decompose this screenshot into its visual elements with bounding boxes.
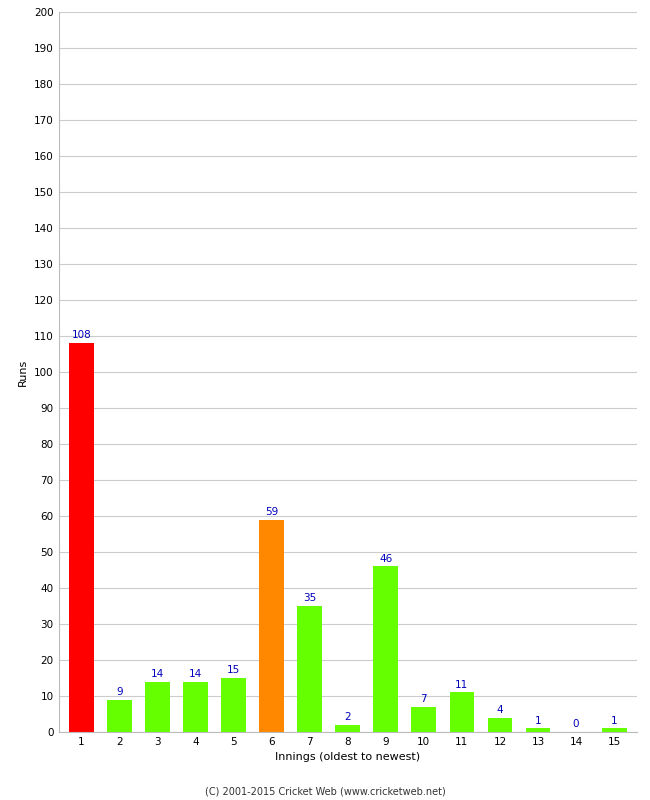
Bar xyxy=(145,682,170,732)
Text: 9: 9 xyxy=(116,686,123,697)
Y-axis label: Runs: Runs xyxy=(18,358,29,386)
Bar xyxy=(335,725,360,732)
Bar xyxy=(259,520,284,732)
Text: 1: 1 xyxy=(611,715,618,726)
X-axis label: Innings (oldest to newest): Innings (oldest to newest) xyxy=(275,753,421,762)
Text: 1: 1 xyxy=(535,715,541,726)
Text: 15: 15 xyxy=(227,665,240,675)
Text: 11: 11 xyxy=(455,679,469,690)
Text: (C) 2001-2015 Cricket Web (www.cricketweb.net): (C) 2001-2015 Cricket Web (www.cricketwe… xyxy=(205,786,445,796)
Bar xyxy=(221,678,246,732)
Bar xyxy=(411,707,436,732)
Text: 4: 4 xyxy=(497,705,503,714)
Bar xyxy=(450,693,474,732)
Text: 108: 108 xyxy=(72,330,91,340)
Text: 46: 46 xyxy=(379,554,393,563)
Bar xyxy=(374,566,398,732)
Text: 2: 2 xyxy=(344,712,351,722)
Text: 59: 59 xyxy=(265,506,278,517)
Bar xyxy=(488,718,512,732)
Text: 35: 35 xyxy=(303,593,317,603)
Bar xyxy=(526,729,551,732)
Bar xyxy=(297,606,322,732)
Text: 7: 7 xyxy=(421,694,427,704)
Text: 0: 0 xyxy=(573,719,579,729)
Bar xyxy=(69,343,94,732)
Text: 14: 14 xyxy=(151,669,164,678)
Bar xyxy=(107,699,132,732)
Bar xyxy=(602,729,627,732)
Text: 14: 14 xyxy=(189,669,202,678)
Bar xyxy=(183,682,208,732)
